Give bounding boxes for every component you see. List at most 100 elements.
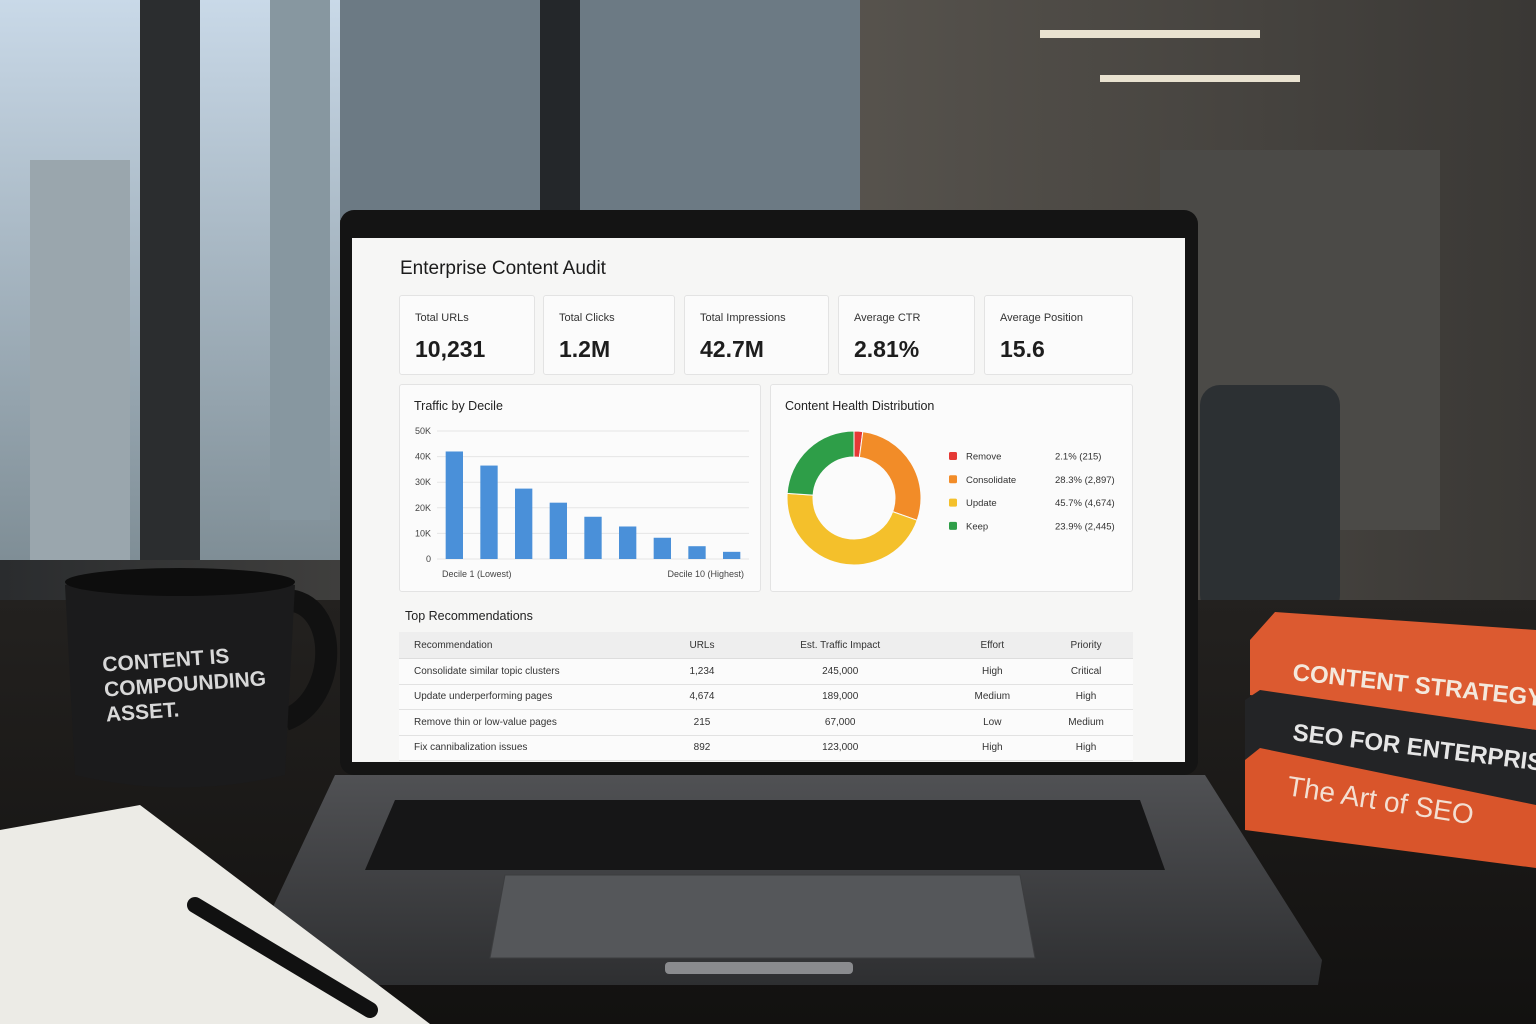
kpi-card: Total URLs 10,231 bbox=[399, 295, 535, 375]
legend-swatch bbox=[949, 521, 957, 530]
column-header: Effort bbox=[945, 632, 1040, 659]
table-cell: Update underperforming pages bbox=[399, 684, 669, 710]
table-cell: 245,000 bbox=[734, 658, 946, 685]
chart-panel: Content Health Distribution Remove 2.1% (… bbox=[770, 384, 1133, 592]
column-header: Recommendation bbox=[399, 632, 669, 659]
kpi-label: Total Impressions bbox=[700, 312, 786, 324]
table-cell: High bbox=[1039, 735, 1133, 761]
legend-swatch bbox=[949, 498, 957, 507]
kpi-label: Total Clicks bbox=[559, 312, 615, 324]
window-frame bbox=[540, 0, 580, 220]
table-cell: Critical bbox=[1039, 658, 1133, 685]
kpi-label: Average Position bbox=[1000, 312, 1083, 324]
laptop-notch bbox=[665, 962, 853, 974]
bar bbox=[723, 551, 741, 559]
table-cell: Medium bbox=[945, 684, 1040, 710]
legend-value: 45.7% (4,674) bbox=[1055, 498, 1115, 509]
mug-text: ASSET. bbox=[105, 698, 180, 726]
table-title: Top Recommendations bbox=[405, 609, 533, 623]
bar bbox=[584, 516, 602, 559]
legend-value: 23.9% (2,445) bbox=[1055, 521, 1115, 532]
table-cell: Medium bbox=[1039, 709, 1133, 736]
legend-value: 28.3% (2,897) bbox=[1055, 475, 1115, 486]
bar bbox=[515, 488, 533, 559]
table-cell: High bbox=[1039, 684, 1133, 710]
books: CONTENT STRATEGY SEO FOR ENTERPRISE The … bbox=[1245, 612, 1536, 868]
y-tick-label: 50K bbox=[415, 426, 431, 436]
window-upper bbox=[340, 0, 860, 220]
table-row: Fix cannibalization issues 892 123,000 High… bbox=[399, 735, 1133, 761]
kpi-card: Total Clicks 1.2M bbox=[543, 295, 675, 375]
ceiling-light bbox=[1040, 30, 1260, 38]
table-cell: High bbox=[945, 735, 1040, 761]
table-cell: High bbox=[945, 658, 1040, 685]
legend-value: 2.1% (215) bbox=[1055, 452, 1101, 463]
book bbox=[1245, 748, 1536, 868]
column-header: URLs bbox=[669, 632, 735, 659]
kpi-card: Average CTR 2.81% bbox=[838, 295, 975, 375]
bar-chart: 0 10K 20K 30K 40K 50K Decile 1 (Lowest) Decile … bbox=[415, 426, 749, 579]
y-tick-label: 30K bbox=[415, 477, 431, 487]
table-row: Update underperforming pages 4,674 189,000… bbox=[399, 684, 1133, 710]
kpi-value: 2.81% bbox=[854, 336, 920, 362]
legend-label: Update bbox=[966, 498, 997, 509]
bar bbox=[445, 451, 463, 559]
kpi-value: 15.6 bbox=[1000, 336, 1045, 362]
building bbox=[270, 0, 330, 520]
mug-handle bbox=[280, 589, 338, 731]
table-cell: 189,000 bbox=[734, 684, 946, 710]
x-tick-label: Decile 1 (Lowest) bbox=[442, 569, 512, 579]
table-cell: Fix cannibalization issues bbox=[399, 735, 669, 761]
kpi-card: Average Position 15.6 bbox=[984, 295, 1133, 375]
table-cell: 4,674 bbox=[669, 684, 735, 710]
table-row: Remove thin or low-value pages 215 67,000 L… bbox=[399, 709, 1133, 736]
recommendations-table: Recommendation URLs Est. Traffic Impact Eff… bbox=[399, 632, 1133, 761]
y-tick-label: 20K bbox=[415, 503, 431, 513]
chart-panel: Traffic by Decile 0 10K 20K 30K 40K 50K Decile… bbox=[399, 384, 761, 592]
laptop-screen: Enterprise Content Audit Total URLs 10,23… bbox=[352, 238, 1185, 762]
dashboard-title: Enterprise Content Audit bbox=[400, 258, 606, 279]
chart-title: Content Health Distribution bbox=[785, 399, 935, 413]
column-header: Priority bbox=[1039, 632, 1133, 659]
x-tick-label: Decile 10 (Highest) bbox=[667, 569, 744, 579]
table-cell: 67,000 bbox=[734, 709, 946, 736]
bar bbox=[688, 546, 706, 559]
kpi-card: Total Impressions 42.7M bbox=[684, 295, 829, 375]
chair bbox=[1200, 385, 1340, 615]
column-header: Est. Traffic Impact bbox=[734, 632, 946, 659]
table-cell: Remove thin or low-value pages bbox=[399, 709, 669, 736]
bar bbox=[549, 502, 567, 559]
table-cell: 1,234 bbox=[669, 658, 735, 685]
y-tick-label: 0 bbox=[426, 554, 431, 564]
donut-segment bbox=[858, 431, 922, 521]
donut-chart: Remove 2.1% (215) Consolidate 28.3% (2,897)… bbox=[786, 430, 1115, 566]
ceiling-light bbox=[1100, 75, 1300, 82]
kpi-value: 1.2M bbox=[559, 336, 611, 362]
kpi-label: Average CTR bbox=[854, 312, 921, 324]
y-tick-label: 10K bbox=[415, 528, 431, 538]
mug-rim bbox=[65, 568, 295, 596]
table-cell: Consolidate similar topic clusters bbox=[399, 658, 669, 685]
kpi-value: 10,231 bbox=[415, 336, 486, 362]
pen bbox=[187, 897, 378, 1018]
trackpad bbox=[489, 874, 1036, 959]
kpi-label: Total URLs bbox=[415, 312, 469, 324]
keyboard bbox=[365, 800, 1165, 870]
table-cell: 892 bbox=[669, 735, 735, 761]
mug bbox=[65, 572, 295, 788]
table-cell: 123,000 bbox=[734, 735, 946, 761]
bar bbox=[480, 465, 498, 559]
bar bbox=[619, 526, 637, 559]
kpi-value: 42.7M bbox=[700, 336, 764, 362]
donut-segment bbox=[786, 430, 855, 496]
legend-label: Consolidate bbox=[966, 475, 1016, 486]
legend-swatch bbox=[949, 475, 957, 484]
building bbox=[30, 160, 130, 560]
legend-label: Remove bbox=[966, 452, 1001, 463]
donut-segment bbox=[786, 492, 918, 566]
table-header-row: Recommendation URLs Est. Traffic Impact Eff… bbox=[399, 632, 1133, 659]
legend-swatch bbox=[949, 452, 957, 460]
table-cell: 215 bbox=[669, 709, 735, 736]
legend-label: Keep bbox=[966, 521, 988, 532]
